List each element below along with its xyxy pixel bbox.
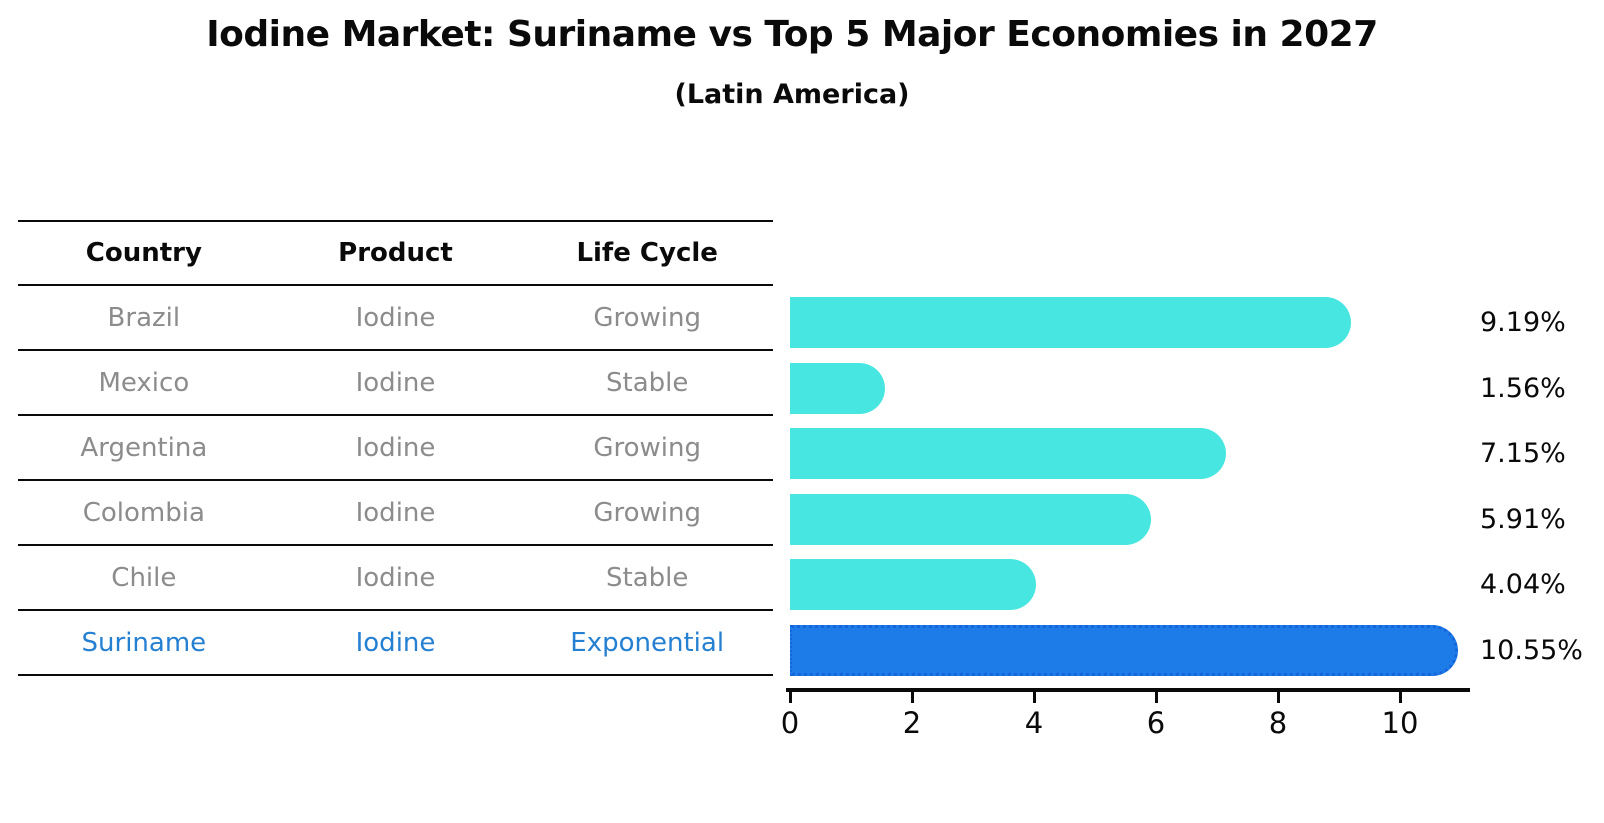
bar-argentina bbox=[790, 428, 1226, 479]
table-cell-life-cycle: Growing bbox=[593, 432, 701, 463]
table-row-mexico: Mexico Iodine Stable bbox=[18, 351, 773, 416]
x-tick-label-8: 8 bbox=[1268, 706, 1288, 740]
table-cell-country: Mexico bbox=[98, 367, 190, 398]
table-row-argentina: Argentina Iodine Growing bbox=[18, 416, 773, 481]
value-label-suriname: 10.55% bbox=[1480, 634, 1583, 666]
table-cell-product: Iodine bbox=[355, 367, 436, 398]
x-tick-label-4: 4 bbox=[1024, 706, 1044, 740]
x-tick-label-2: 2 bbox=[902, 706, 922, 740]
chart-subtitle: (Latin America) bbox=[674, 79, 910, 110]
table-cell-country: Colombia bbox=[82, 497, 205, 528]
table-cell-life-cycle: Stable bbox=[606, 367, 689, 398]
x-tick-mark-4 bbox=[1033, 692, 1036, 703]
table-cell-country: Argentina bbox=[80, 432, 208, 463]
table-cell-country: Brazil bbox=[107, 302, 181, 333]
table-cell-life-cycle: Stable bbox=[606, 562, 689, 593]
table-row-brazil: Brazil Iodine Growing bbox=[18, 286, 773, 351]
table-cell-life-cycle: Growing bbox=[593, 302, 701, 333]
table-cell-product: Iodine bbox=[355, 627, 436, 658]
table-cell-product: Iodine bbox=[355, 562, 436, 593]
value-label-colombia: 5.91% bbox=[1480, 503, 1566, 535]
x-tick-label-0: 0 bbox=[780, 706, 800, 740]
table-cell-product: Iodine bbox=[355, 432, 436, 463]
bar-colombia bbox=[790, 493, 1151, 545]
x-tick-mark-10 bbox=[1399, 692, 1402, 703]
x-tick-mark-0 bbox=[789, 692, 792, 703]
x-axis-line bbox=[786, 688, 1470, 692]
table-header-country: Country bbox=[85, 238, 202, 268]
table-cell-product: Iodine bbox=[355, 497, 436, 528]
value-label-brazil: 9.19% bbox=[1480, 307, 1566, 338]
x-tick-mark-6 bbox=[1155, 692, 1158, 703]
table-header-life-cycle: Life Cycle bbox=[576, 238, 718, 268]
country-table: Country Product Life Cycle Brazil Iodine G… bbox=[18, 220, 773, 676]
x-tick-mark-2 bbox=[911, 692, 914, 703]
bar-brazil bbox=[790, 297, 1351, 348]
value-label-mexico: 1.56% bbox=[1480, 372, 1566, 404]
table-body: Brazil Iodine Growing Mexico Iodine Stable Arg… bbox=[18, 286, 773, 676]
bar-plot-area bbox=[790, 285, 1480, 690]
table-cell-country: Chile bbox=[111, 562, 177, 593]
x-tick-label-10: 10 bbox=[1381, 706, 1419, 740]
chart-title: Iodine Market: Suriname vs Top 5 Major E… bbox=[206, 14, 1378, 55]
value-label-chile: 4.04% bbox=[1480, 569, 1566, 600]
bar-mexico bbox=[790, 362, 885, 414]
value-labels: 9.19% 1.56% 7.15% 5.91% 4.04% 10.55% bbox=[1480, 285, 1600, 690]
table-cell-life-cycle: Exponential bbox=[570, 627, 725, 658]
bar-chile bbox=[790, 559, 1036, 610]
table-row-colombia: Colombia Iodine Growing bbox=[18, 481, 773, 546]
value-label-argentina: 7.15% bbox=[1480, 438, 1566, 469]
table-cell-life-cycle: Growing bbox=[593, 497, 701, 528]
table-cell-product: Iodine bbox=[355, 302, 436, 333]
table-header-row: Country Product Life Cycle bbox=[18, 220, 773, 286]
table-cell-country: Suriname bbox=[81, 627, 207, 658]
x-tick-label-6: 6 bbox=[1146, 706, 1166, 740]
table-row-chile: Chile Iodine Stable bbox=[18, 546, 773, 611]
bar-suriname bbox=[790, 624, 1458, 676]
table-row-suriname: Suriname Iodine Exponential bbox=[18, 611, 773, 676]
x-tick-mark-8 bbox=[1277, 692, 1280, 703]
table-header-product: Product bbox=[338, 238, 453, 268]
